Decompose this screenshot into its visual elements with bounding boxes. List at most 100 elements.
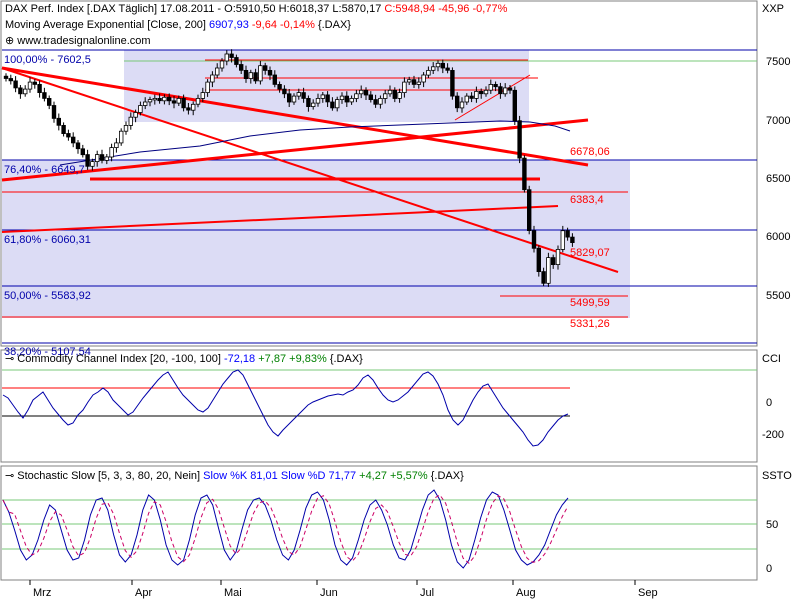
candle (334, 96, 340, 112)
cci-change-pct: +9,83% (289, 353, 327, 365)
candle (291, 93, 297, 105)
month-label: Jul (420, 587, 434, 599)
candle (474, 86, 479, 103)
candle (320, 92, 325, 103)
stoch-k-label: Slow %K (203, 470, 248, 482)
candle (402, 77, 407, 98)
wedge-line (454, 74, 531, 121)
candle (272, 70, 277, 88)
candle (18, 85, 23, 99)
level-label-6678: 6678,06 (570, 146, 610, 158)
candle (186, 103, 191, 115)
candle (498, 82, 503, 99)
interval-label: Täglich] (119, 3, 158, 15)
trendline-down-upper (1, 66, 589, 167)
cci-line-layer (2, 369, 569, 447)
candle (392, 87, 397, 103)
candle (368, 91, 373, 103)
candle (310, 99, 316, 110)
trendline-down-long (1, 67, 619, 273)
fib-label-764: 76,40% - 6649,7 (4, 164, 85, 176)
candle (435, 60, 441, 72)
candle (282, 85, 287, 99)
candle (190, 101, 196, 116)
level-label-5331: 5331,26 (570, 318, 610, 330)
month-label: Aug (516, 587, 536, 599)
candle (546, 252, 551, 287)
candle (478, 88, 484, 99)
candle (224, 50, 229, 66)
candle (13, 76, 18, 93)
trendline-lower-channel (1, 205, 559, 233)
candle (8, 74, 13, 85)
change-value: -45,96 (438, 3, 469, 15)
candle (387, 85, 393, 97)
source-label: ⊕ www.tradesignalonline.com (5, 35, 151, 47)
candle (142, 97, 148, 110)
stoch-tick-50: 50 (766, 519, 778, 531)
candle (512, 86, 517, 125)
candle (109, 143, 114, 162)
candle (551, 254, 556, 269)
candle (344, 91, 349, 107)
month-axis: Mrz Apr Mai Jun Jul Aug Sep (33, 587, 658, 599)
month-ticks (29, 580, 636, 585)
candle (286, 89, 292, 107)
candle (258, 60, 263, 85)
ema-line (59, 120, 571, 166)
cci-axis-label: CCI (762, 353, 781, 365)
fib-label-100: 100,00% - 7602,5 (4, 54, 91, 66)
candle (430, 62, 436, 74)
ema-value: 6907,93 (209, 19, 249, 31)
cci-panel-frame (0, 349, 758, 463)
month-label: Apr (135, 587, 152, 599)
candle (421, 72, 426, 88)
candle (440, 59, 445, 74)
candle (22, 85, 28, 97)
candle (119, 128, 124, 146)
y-tick-6500: 6500 (766, 173, 790, 185)
level-label-5499: 5499,59 (570, 297, 610, 309)
candle (56, 113, 61, 131)
candle (416, 77, 421, 89)
candle (330, 97, 335, 111)
stoch-change-pct: +5,57% (390, 470, 428, 482)
ema-change-pct: -0,14% (280, 19, 315, 31)
candle (450, 67, 455, 100)
y-tick-6000: 6000 (766, 231, 790, 243)
stoch-line-layer (2, 489, 569, 569)
candle (483, 86, 489, 97)
main-header: DAX Perf. Index [.DAX Täglich] 17.08.201… (5, 3, 508, 15)
y-tick-7000: 7000 (766, 115, 790, 127)
fib-label-618: 61,80% - 6060,31 (4, 234, 91, 246)
candle (325, 91, 330, 107)
candle (27, 77, 33, 93)
candle (138, 101, 143, 116)
candle (162, 94, 167, 105)
open-value: 5910,50 (236, 3, 276, 15)
candle (128, 112, 133, 130)
candle (349, 95, 354, 105)
month-label: Jun (320, 587, 338, 599)
candle (157, 93, 162, 104)
cci-tick-minus200: -200 (762, 429, 784, 441)
candle (205, 79, 210, 97)
candle (47, 95, 52, 110)
candle (339, 92, 345, 104)
candle (522, 155, 527, 193)
candle (210, 71, 215, 88)
stoch-label: Stochastic Slow [5, 3, 3, 80, 20, Nein] (17, 470, 200, 482)
candle (565, 227, 570, 241)
ema-line-layer (59, 120, 571, 166)
main-axis-label: XXP (762, 3, 784, 15)
candle (277, 81, 282, 93)
candle (536, 245, 541, 277)
high-value: 6018,37 (290, 3, 330, 15)
candle (166, 93, 172, 106)
candle (411, 75, 417, 88)
candle (152, 94, 157, 105)
ema-change: -9,64 (252, 19, 277, 31)
stoch-d-value: 71,77 (329, 470, 357, 482)
candle (181, 94, 186, 112)
